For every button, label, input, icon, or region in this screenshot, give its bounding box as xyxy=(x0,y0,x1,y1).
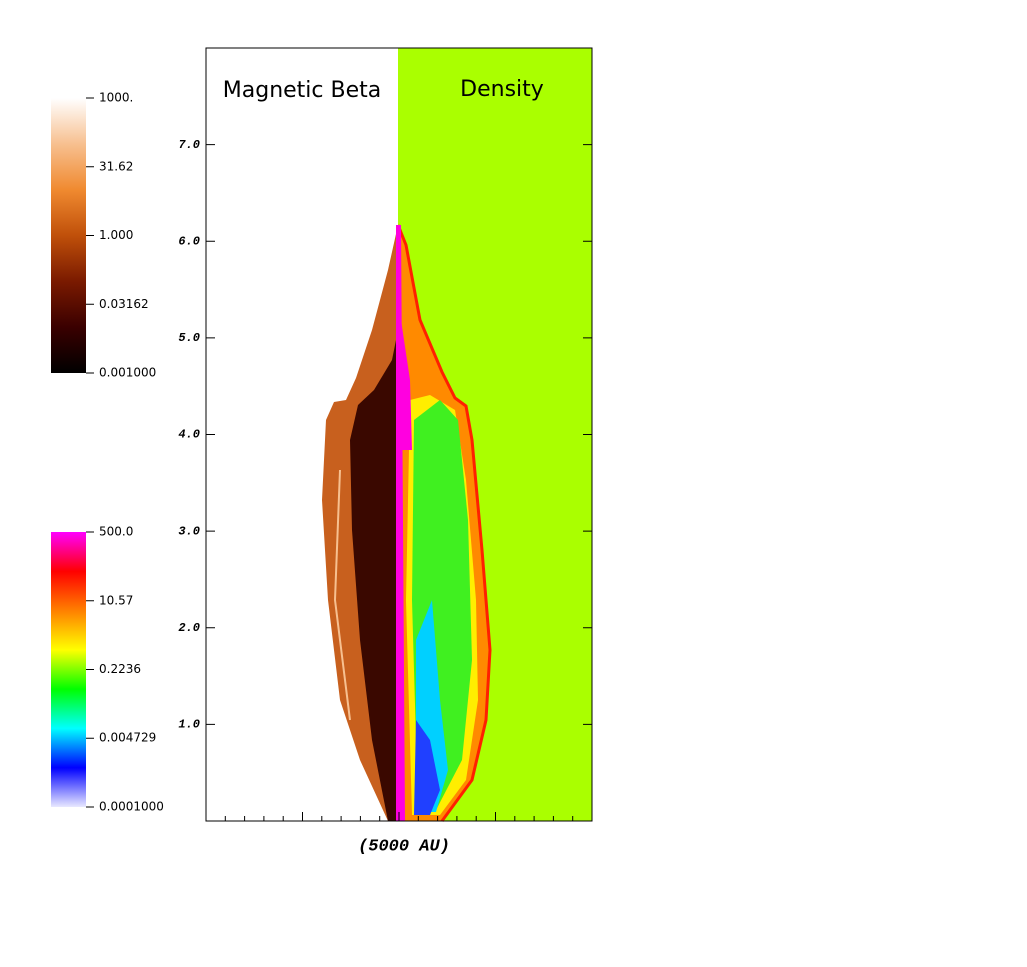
panel-label: Density xyxy=(460,77,544,102)
colorbar-tick-label: 1.000 xyxy=(99,228,133,242)
colorbar-tick-label: 0.0001000 xyxy=(99,800,164,814)
colorbar-tick-label: 1000. xyxy=(99,91,133,105)
y-tick-label: 4.0 xyxy=(178,428,200,442)
colorbar xyxy=(51,98,86,373)
colorbar-tick-label: 0.001000 xyxy=(99,366,156,380)
y-tick-label: 6.0 xyxy=(178,234,200,248)
y-tick-label: 7.0 xyxy=(178,138,200,152)
colorbar-tick-label: 0.004729 xyxy=(99,731,156,745)
y-tick-label: 2.0 xyxy=(178,621,200,635)
y-tick-label: 1.0 xyxy=(178,718,200,732)
x-axis-label: (5000 AU) xyxy=(358,837,450,856)
y-tick-label: 3.0 xyxy=(178,524,200,538)
jet-image xyxy=(322,224,492,822)
colorbar xyxy=(51,532,86,807)
panel-label: Magnetic Beta xyxy=(223,78,381,103)
y-tick-label: 5.0 xyxy=(178,331,200,345)
colorbar-tick-label: 500.0 xyxy=(99,525,133,539)
colorbar-tick-label: 0.03162 xyxy=(99,297,149,311)
colorbar-tick-label: 10.57 xyxy=(99,593,133,607)
colorbar-tick-label: 0.2236 xyxy=(99,662,141,676)
colorbar-tick-label: 31.62 xyxy=(99,159,133,173)
